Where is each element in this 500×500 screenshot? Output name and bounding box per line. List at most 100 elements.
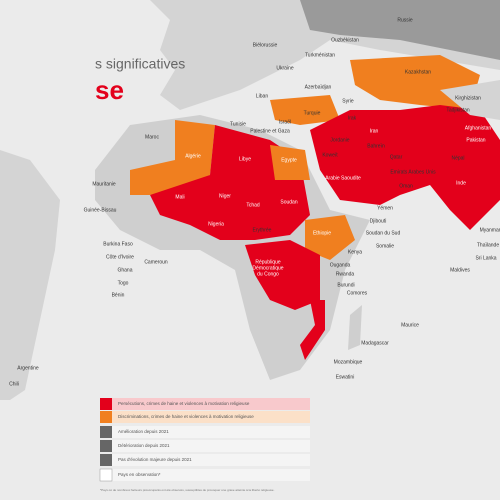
country-label: Bahreïn (367, 143, 385, 149)
country-label: Maurice (401, 322, 419, 328)
legend-label: Pays en observation* (118, 472, 161, 477)
russia (300, 0, 500, 60)
country-label: Syrie (342, 98, 354, 104)
legend-swatch (100, 440, 112, 452)
country-label: Bénin (112, 292, 125, 298)
country-label: Soudan du Sud (366, 230, 401, 236)
legend-swatch (99, 468, 113, 482)
country-label: Népal (451, 155, 464, 161)
country-label: Algérie (185, 153, 201, 159)
country-label: Démocratique (252, 265, 283, 271)
drc (245, 240, 320, 310)
country-label: Chili (9, 381, 19, 387)
country-label: République (255, 259, 281, 265)
legend-footnote: *Pays où de nombreux facteurs préoccupan… (100, 488, 275, 492)
mozambique (300, 300, 325, 360)
legend-label: Détérioration depuis 2021 (118, 443, 170, 448)
country-label: Nigeria (208, 221, 224, 227)
legend-bar (100, 454, 310, 466)
country-label: Tadjikistan (446, 107, 470, 113)
country-label: Kirghizistan (455, 95, 481, 101)
country-label: Tchad (246, 202, 260, 208)
country-label: Togo (118, 280, 129, 286)
country-label: Tunisie (230, 121, 246, 127)
title-line1: s significatives (95, 56, 185, 72)
country-label: Ethiopie (313, 230, 331, 236)
country-label: Burundi (337, 282, 354, 288)
legend-bar (100, 426, 310, 438)
country-label: Mozambique (334, 359, 363, 365)
egypt (270, 145, 310, 180)
country-label: Niger (219, 193, 231, 199)
country-label: Yémen (377, 205, 393, 211)
country-label: Kenya (348, 249, 362, 255)
country-label: Pakistan (466, 137, 485, 143)
china (440, 80, 500, 120)
legend-swatch (100, 426, 112, 438)
legend-label: Discriminations, crimes de haine et viol… (118, 414, 254, 419)
country-label: Libye (239, 156, 251, 162)
country-label: Erythrée (253, 227, 272, 233)
country-label: Cameroun (144, 259, 168, 265)
sahel (150, 125, 310, 240)
country-label: Irak (348, 115, 357, 121)
country-label: Turkménistan (305, 52, 335, 58)
country-label: Iran (370, 128, 379, 134)
legend-swatch (100, 454, 112, 466)
country-label: Argentine (17, 365, 39, 371)
middle-east-south-asia (310, 105, 500, 230)
country-label: Ouganda (330, 262, 351, 268)
country-label: Afghanistan (465, 125, 492, 131)
country-label: Ouzbékistan (331, 37, 359, 43)
legend-bar (100, 469, 310, 481)
country-label: Koweït (322, 152, 338, 158)
country-label: Arabie Saoudite (325, 175, 361, 181)
turkey (270, 95, 340, 125)
country-label: Soudan (280, 199, 297, 205)
legend-bar (100, 440, 310, 452)
country-label: Ghana (117, 267, 132, 273)
country-label: Ukraine (276, 65, 293, 71)
country-label: Egypte (281, 157, 297, 163)
country-label: Azerbaïdjan (305, 84, 332, 90)
algeria (130, 120, 215, 195)
country-label: Oman (399, 183, 413, 189)
title-line2: se (95, 75, 124, 105)
country-label: Sri Lanka (475, 255, 496, 261)
country-label: Liban (256, 93, 268, 99)
country-label: Eswatini (336, 374, 355, 380)
country-label: Djibouti (370, 218, 387, 224)
legend-label: Amélioration depuis 2021 (118, 429, 169, 434)
country-label: Qatar (390, 154, 403, 160)
madagascar (348, 305, 362, 350)
country-label: Mali (175, 194, 184, 200)
country-label: Israël (279, 119, 291, 125)
country-label: Jordanie (330, 137, 349, 143)
country-label: Comores (347, 290, 368, 296)
country-label: Palestine et Gaza (250, 128, 290, 134)
ethiopia (305, 215, 355, 260)
country-label: Emirats Arabes Unis (390, 169, 436, 175)
country-label: Myanmar (480, 227, 500, 233)
legend-bar (100, 411, 310, 423)
country-label: Côte d'Ivoire (106, 254, 134, 260)
country-label: Madagascar (361, 340, 389, 346)
americas (0, 150, 60, 400)
country-label: Guinée-Bissau (84, 207, 117, 213)
country-label: Kazakhstan (405, 69, 431, 75)
country-label: Burkina Faso (103, 241, 133, 247)
legend-bar (100, 398, 310, 410)
country-label: Somalie (376, 243, 394, 249)
country-label: Maroc (145, 134, 159, 140)
country-label: du Congo (257, 271, 279, 277)
country-label: Maldives (450, 267, 470, 273)
legend-label: Persécutions, crimes de haine et violenc… (118, 401, 250, 406)
country-label: Biélorussie (253, 42, 278, 48)
country-label: Inde (456, 180, 466, 186)
country-label: Thaïlande (477, 242, 499, 248)
legend-swatch (100, 411, 112, 423)
country-label: Turquie (304, 110, 321, 116)
country-label: Russie (397, 17, 413, 23)
country-label: Rwanda (336, 271, 355, 277)
